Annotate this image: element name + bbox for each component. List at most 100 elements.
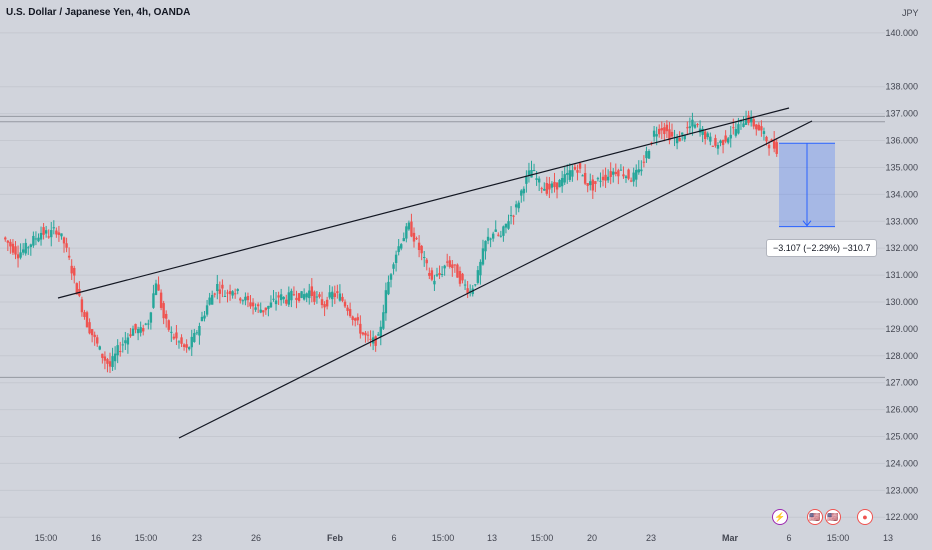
- candle-down: [369, 338, 372, 340]
- candle-down: [85, 312, 89, 328]
- candle-up: [624, 176, 628, 178]
- candle-down: [497, 234, 500, 236]
- candle-down: [348, 309, 352, 317]
- candle-up: [701, 128, 704, 135]
- candle-up: [331, 291, 334, 300]
- candle-up: [269, 302, 273, 308]
- lightning-event-icon[interactable]: ⚡: [772, 509, 788, 525]
- candle-up: [300, 291, 303, 298]
- candle-down: [415, 238, 418, 240]
- candle-up: [581, 175, 584, 177]
- candle-down: [374, 336, 377, 346]
- candle-up: [530, 170, 533, 178]
- candle-up: [382, 312, 385, 329]
- candle-down: [70, 265, 73, 274]
- candle-up: [177, 341, 181, 343]
- dividend-event-icon[interactable]: ●: [857, 509, 873, 525]
- candle-up: [203, 315, 206, 319]
- candle-up: [481, 248, 485, 265]
- candle-up: [384, 290, 388, 314]
- candle-down: [770, 139, 773, 142]
- candle-down: [75, 283, 79, 295]
- candle-down: [333, 293, 337, 298]
- price-axis[interactable]: 122.000 123.000 124.000 125.000 126.000 127.0…: [885, 28, 918, 522]
- candle-down: [458, 271, 462, 284]
- price-tick-label: 133.000: [885, 216, 918, 226]
- candle-up: [290, 290, 293, 301]
- candle-up: [154, 283, 158, 295]
- time-tick-label: 15:00: [35, 533, 58, 543]
- candle-up: [563, 174, 566, 183]
- candle-down: [325, 299, 329, 307]
- candle-up: [507, 221, 510, 229]
- candle-down: [142, 328, 145, 332]
- time-axis[interactable]: 15:00 16 15:00 23 26 Feb 6 15:00 13 15:00 20 23 Mar 6…: [35, 533, 893, 543]
- candle-down: [256, 304, 260, 307]
- candle-up: [402, 238, 405, 242]
- trendlines[interactable]: [57, 107, 813, 439]
- candle-up: [198, 325, 201, 336]
- candle-down: [157, 284, 160, 291]
- candle-up: [387, 281, 390, 295]
- candle-up: [484, 240, 487, 252]
- candle-down: [277, 295, 280, 298]
- candle-up: [517, 202, 520, 209]
- candle-up: [729, 134, 732, 139]
- candle-down: [246, 295, 250, 301]
- candle-down: [251, 302, 255, 307]
- candle-down: [604, 174, 607, 181]
- candle-up: [126, 337, 130, 345]
- candle-down: [341, 296, 344, 301]
- candle-up: [443, 265, 446, 269]
- candle-down: [83, 312, 86, 317]
- candle-up: [502, 226, 505, 236]
- candle-up: [208, 297, 211, 305]
- candle-down: [545, 183, 549, 194]
- candle-up: [652, 130, 656, 137]
- candle-up: [193, 333, 196, 342]
- candle-down: [364, 332, 367, 336]
- candle-up: [749, 117, 753, 123]
- candle-up: [647, 151, 651, 159]
- candle-up: [241, 300, 245, 302]
- candle-down: [354, 318, 357, 321]
- candle-down: [366, 334, 370, 336]
- candle-up: [111, 356, 114, 368]
- candle-up: [606, 176, 610, 181]
- candle-up: [637, 169, 640, 173]
- candle-down: [88, 322, 91, 334]
- candle-up: [423, 256, 426, 258]
- candle-up: [315, 296, 319, 298]
- time-tick-label: 15:00: [531, 533, 554, 543]
- candle-down: [412, 232, 416, 242]
- candle-down: [336, 291, 339, 294]
- candle-down: [165, 313, 168, 319]
- candle-down: [108, 361, 112, 367]
- us-flag-event-icon-2[interactable]: 🇺🇸: [825, 509, 841, 525]
- candle-up: [683, 135, 686, 140]
- candle-up: [693, 124, 697, 128]
- candle-down: [721, 140, 725, 146]
- measure-tool[interactable]: [779, 142, 835, 228]
- candle-up: [433, 280, 436, 285]
- candle-down: [65, 243, 68, 248]
- candle-up: [719, 140, 722, 143]
- candle-down: [420, 245, 423, 254]
- candlestick-series: [4, 110, 778, 373]
- candle-down: [767, 144, 771, 149]
- candle-down: [310, 286, 314, 297]
- candle-down: [747, 115, 750, 123]
- candle-up: [486, 236, 490, 241]
- time-tick-label: 13: [883, 533, 893, 543]
- candle-up: [407, 222, 411, 230]
- candle-up: [44, 230, 48, 234]
- candle-up: [655, 134, 658, 137]
- candle-down: [119, 351, 122, 353]
- us-flag-event-icon[interactable]: 🇺🇸: [807, 509, 823, 525]
- candle-up: [392, 264, 395, 269]
- candle-down: [185, 344, 188, 348]
- candle-up: [187, 347, 191, 350]
- candle-down: [320, 299, 324, 306]
- candle-up: [535, 178, 538, 180]
